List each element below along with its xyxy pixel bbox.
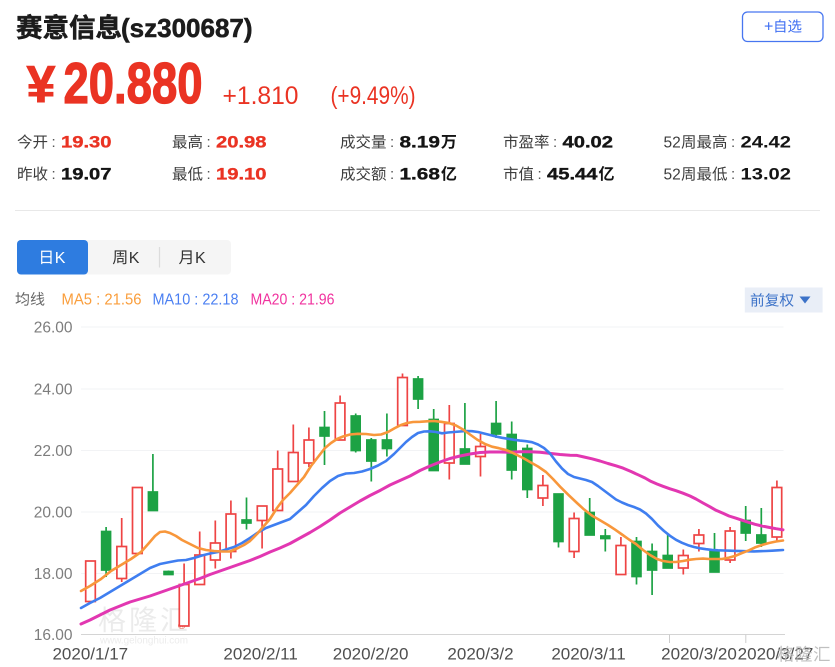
svg-text::: : (207, 134, 211, 151)
svg-text:K: K (129, 250, 140, 267)
svg-text::: : (553, 134, 557, 151)
svg-text:18.00: 18.00 (34, 566, 73, 583)
svg-text:K: K (195, 250, 206, 267)
svg-text:24.00: 24.00 (34, 382, 73, 399)
svg-text:20.880: 20.880 (64, 52, 203, 116)
svg-text:+: + (764, 19, 773, 36)
svg-text:24.42: 24.42 (741, 134, 792, 152)
svg-text:K: K (55, 250, 66, 267)
svg-text:45.44: 45.44 (547, 166, 598, 184)
svg-text:MA10 : 22.18: MA10 : 22.18 (153, 292, 239, 309)
svg-text::: : (52, 134, 56, 151)
svg-text:16.00: 16.00 (34, 627, 73, 644)
svg-text:52: 52 (664, 135, 681, 152)
svg-text:MA20 : 21.96: MA20 : 21.96 (251, 292, 335, 309)
svg-text:2020/3/2: 2020/3/2 (447, 645, 513, 664)
svg-text::: : (731, 166, 735, 183)
svg-text:2020/1/17: 2020/1/17 (52, 645, 128, 664)
svg-text:13.02: 13.02 (741, 166, 792, 184)
svg-text::: : (52, 166, 56, 183)
svg-text:19.30: 19.30 (61, 134, 112, 152)
svg-text::: : (538, 166, 542, 183)
svg-text:2020/3/20: 2020/3/20 (661, 645, 737, 664)
svg-text::: : (390, 134, 394, 151)
svg-text::: : (731, 134, 735, 151)
svg-text:2020/3/11: 2020/3/11 (551, 645, 625, 664)
svg-text:20.00: 20.00 (34, 505, 73, 522)
svg-text:2020/2/11: 2020/2/11 (223, 645, 297, 664)
svg-text:(sz300687): (sz300687) (121, 13, 253, 43)
svg-text::: : (207, 166, 211, 183)
svg-text:52: 52 (664, 167, 681, 184)
svg-text:(+9.49%): (+9.49%) (331, 82, 416, 110)
svg-text:www.gelonghui.com: www.gelonghui.com (99, 636, 188, 647)
svg-text:MA5 : 21.56: MA5 : 21.56 (62, 292, 142, 309)
svg-text:19.07: 19.07 (61, 166, 112, 184)
svg-text:20.98: 20.98 (216, 134, 267, 152)
svg-text:19.10: 19.10 (216, 166, 267, 184)
svg-text:22.00: 22.00 (34, 443, 73, 460)
svg-text:40.02: 40.02 (563, 134, 614, 152)
svg-text:¥: ¥ (27, 56, 56, 114)
svg-text:2020/3/27: 2020/3/27 (738, 645, 814, 664)
svg-text::: : (390, 166, 394, 183)
svg-text:+1.810: +1.810 (223, 82, 299, 110)
svg-text:1.68: 1.68 (400, 166, 440, 184)
svg-text:26.00: 26.00 (34, 320, 73, 337)
svg-text:8.19: 8.19 (400, 134, 440, 152)
svg-text:2020/2/20: 2020/2/20 (333, 645, 409, 664)
